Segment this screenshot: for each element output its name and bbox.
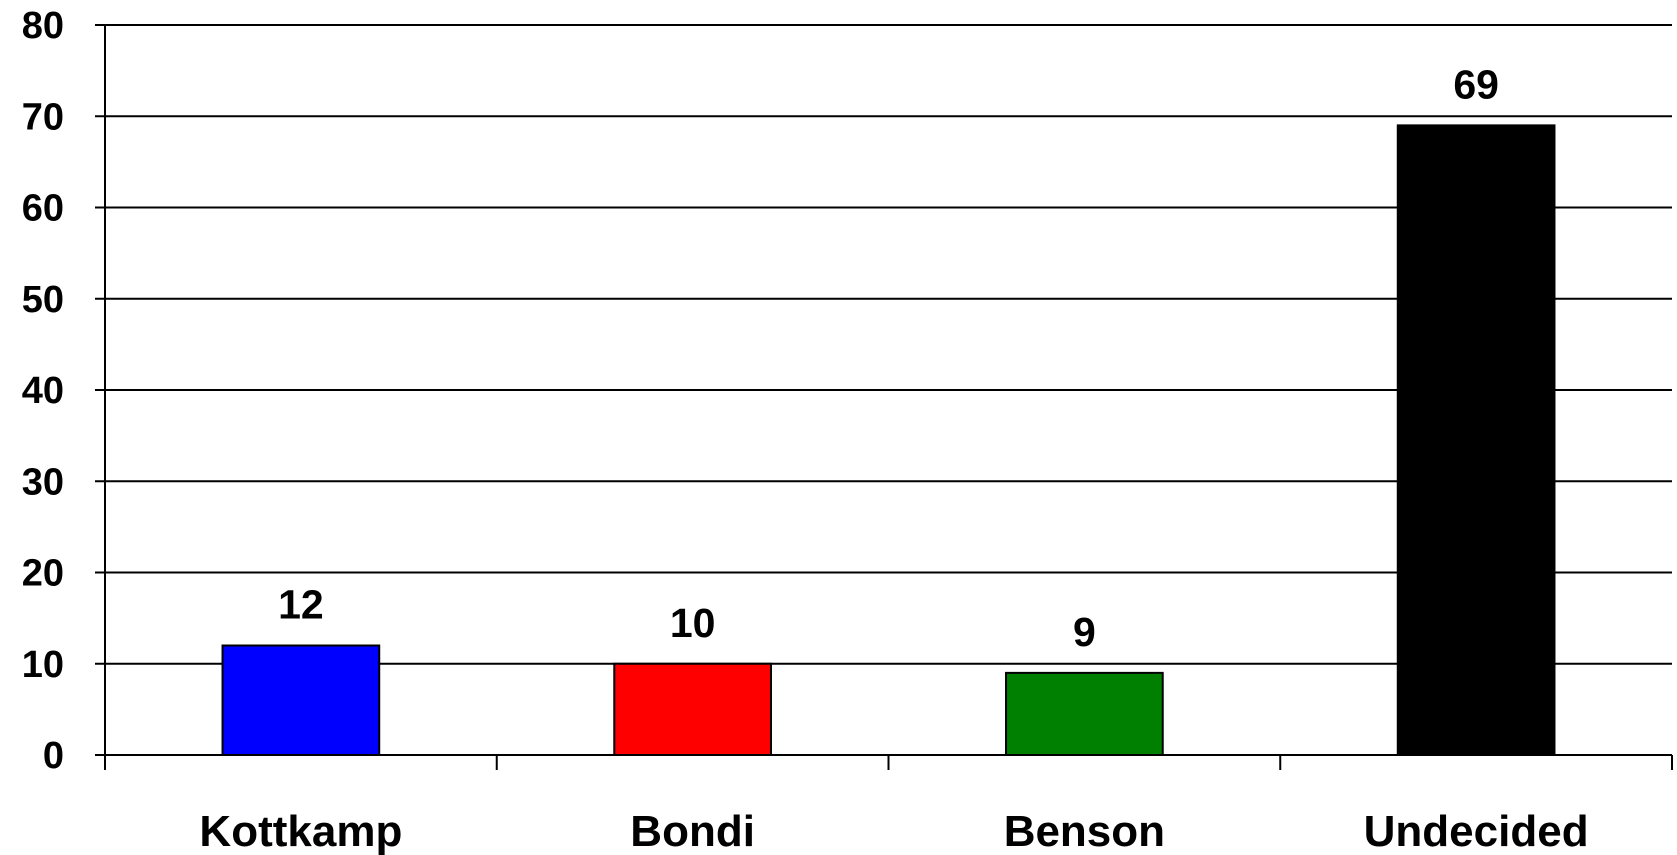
data-label-bondi: 10 [670, 600, 716, 646]
y-tick-label-30: 30 [22, 461, 64, 503]
data-label-benson: 9 [1073, 609, 1096, 655]
category-label-bondi: Bondi [630, 807, 755, 855]
category-label-undecided: Undecided [1364, 807, 1589, 855]
bar-benson [1005, 671, 1164, 756]
bar-kottkamp [221, 644, 381, 756]
category-label-benson: Benson [1004, 807, 1165, 855]
y-axis-tick-labels: 0 10 20 30 40 50 60 70 80 [22, 5, 64, 777]
y-tick-label-10: 10 [22, 644, 64, 686]
y-tick-label-60: 60 [22, 188, 64, 230]
y-tick-label-50: 50 [22, 279, 64, 321]
y-tick-label-40: 40 [22, 370, 64, 412]
gridlines [105, 24, 1672, 665]
y-tick-label-0: 0 [43, 735, 64, 777]
category-labels: Kottkamp Bondi Benson Undecided [199, 807, 1588, 855]
data-label-kottkamp: 12 [278, 582, 324, 628]
category-label-kottkamp: Kottkamp [199, 807, 402, 855]
y-tick-label-70: 70 [22, 96, 64, 138]
bars [221, 124, 1556, 756]
y-tick-label-20: 20 [22, 553, 64, 595]
bar-undecided [1396, 124, 1556, 756]
axes [95, 24, 1673, 770]
y-tick-label-80: 80 [22, 5, 64, 47]
data-labels: 12 10 9 69 [278, 61, 1499, 655]
bar-bondi [613, 662, 772, 756]
data-label-undecided: 69 [1453, 61, 1499, 107]
